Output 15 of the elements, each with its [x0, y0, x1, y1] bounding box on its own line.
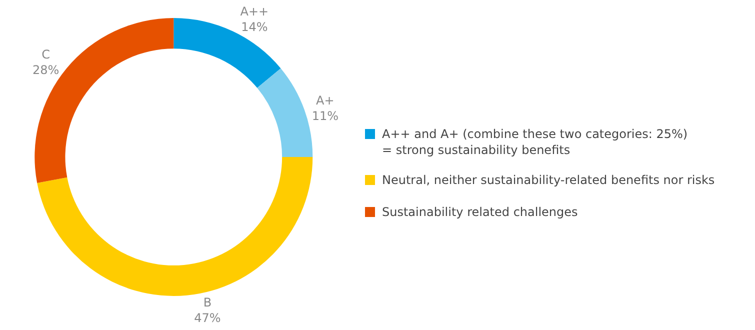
data-label: 14%: [241, 20, 268, 34]
donut-slice: [257, 68, 313, 157]
donut-slice: [34, 18, 174, 184]
data-label: 11%: [312, 109, 339, 124]
slice-label: C: [42, 48, 50, 62]
slice-label: A++: [240, 4, 269, 18]
slice-label: B: [203, 295, 212, 310]
donut-slice: [37, 157, 313, 296]
donut-slice: [174, 18, 281, 88]
data-label: 28%: [32, 63, 60, 78]
data-label: 47%: [194, 310, 221, 325]
text: Neutral, neither sustainability-related benefits nor risks: [382, 172, 715, 188]
slice-label: A+: [316, 93, 334, 108]
text: Sustainability related challenges: [382, 204, 578, 220]
text: A++ and A+ (combine these two categories: 25%) = strong sustainability benefits: [382, 126, 688, 158]
